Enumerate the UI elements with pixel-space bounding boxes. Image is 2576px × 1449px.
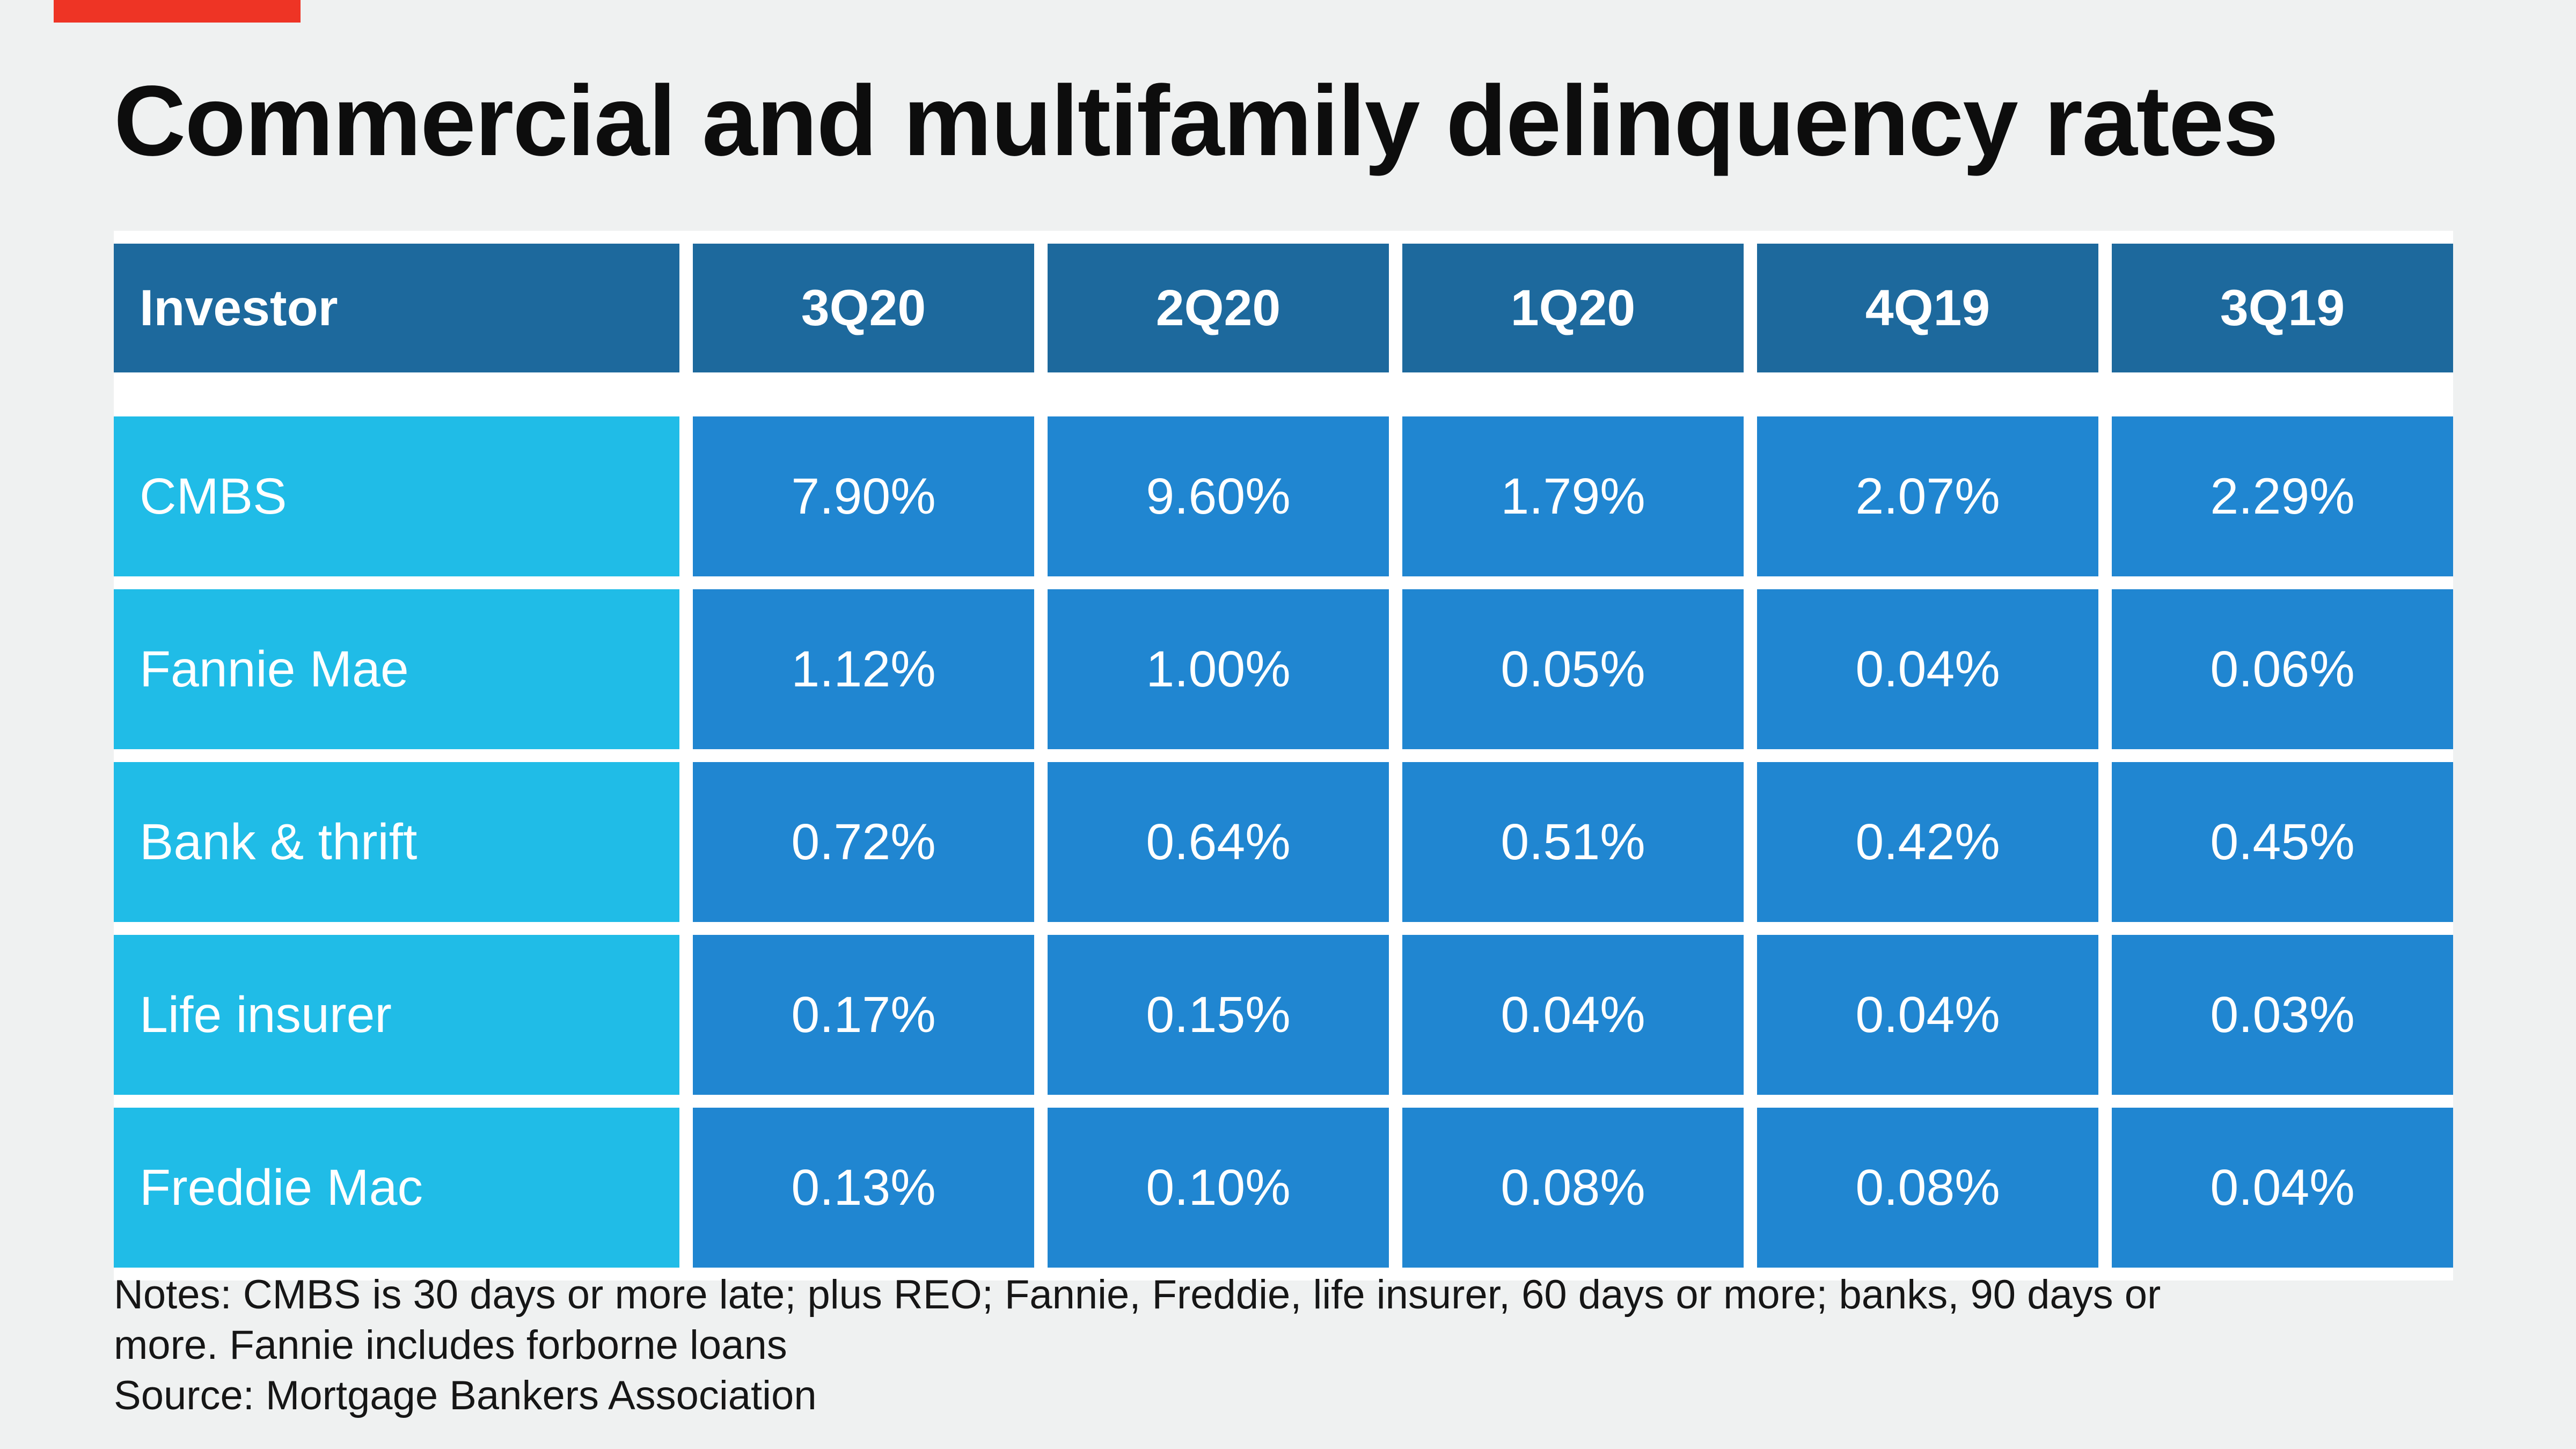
table-cell: 0.04% — [1757, 935, 2098, 1095]
table-cell: 0.04% — [1402, 935, 1744, 1095]
table-cell: 1.00% — [1048, 589, 1389, 749]
row-label: Life insurer — [114, 935, 679, 1095]
footnotes: Notes: CMBS is 30 days or more late; plu… — [114, 1270, 2161, 1421]
notes-line-2: more. Fannie includes forborne loans — [114, 1322, 787, 1368]
table-cell: 0.08% — [1402, 1108, 1744, 1268]
column-header-3q20: 3Q20 — [693, 244, 1034, 372]
column-header-1q20: 1Q20 — [1402, 244, 1744, 372]
table-cell: 7.90% — [693, 416, 1034, 576]
table-cell: 0.08% — [1757, 1108, 2098, 1268]
notes-line-1: Notes: CMBS is 30 days or more late; plu… — [114, 1272, 2161, 1318]
brand-accent-bar — [54, 0, 301, 23]
table-cell: 2.29% — [2112, 416, 2453, 576]
table-cell: 0.10% — [1048, 1108, 1389, 1268]
table-cell: 0.04% — [1757, 589, 2098, 749]
column-header-4q19: 4Q19 — [1757, 244, 2098, 372]
table-cell: 1.12% — [693, 589, 1034, 749]
table-cell: 0.42% — [1757, 762, 2098, 922]
column-header-2q20: 2Q20 — [1048, 244, 1389, 372]
table-cell: 0.03% — [2112, 935, 2453, 1095]
table-cell: 0.64% — [1048, 762, 1389, 922]
table-cell: 1.79% — [1402, 416, 1744, 576]
row-label: Freddie Mac — [114, 1108, 679, 1268]
row-label: Fannie Mae — [114, 589, 679, 749]
row-label: Bank & thrift — [114, 762, 679, 922]
table-cell: 0.45% — [2112, 762, 2453, 922]
table-cell: 9.60% — [1048, 416, 1389, 576]
delinquency-table: Investor 3Q20 2Q20 1Q20 4Q19 3Q19 CMBS 7… — [114, 231, 2453, 1280]
table-cell: 0.51% — [1402, 762, 1744, 922]
page-title: Commercial and multifamily delinquency r… — [114, 65, 2279, 177]
table-cell: 0.15% — [1048, 935, 1389, 1095]
column-header-investor: Investor — [114, 244, 679, 372]
delinquency-table-grid: Investor 3Q20 2Q20 1Q20 4Q19 3Q19 CMBS 7… — [114, 244, 2453, 1268]
table-cell: 0.06% — [2112, 589, 2453, 749]
source-line: Source: Mortgage Bankers Association — [114, 1373, 817, 1418]
row-label: CMBS — [114, 416, 679, 576]
table-cell: 0.05% — [1402, 589, 1744, 749]
table-cell: 2.07% — [1757, 416, 2098, 576]
table-cell: 0.04% — [2112, 1108, 2453, 1268]
table-cell: 0.17% — [693, 935, 1034, 1095]
table-cell: 0.72% — [693, 762, 1034, 922]
column-header-3q19: 3Q19 — [2112, 244, 2453, 372]
table-cell: 0.13% — [693, 1108, 1034, 1268]
